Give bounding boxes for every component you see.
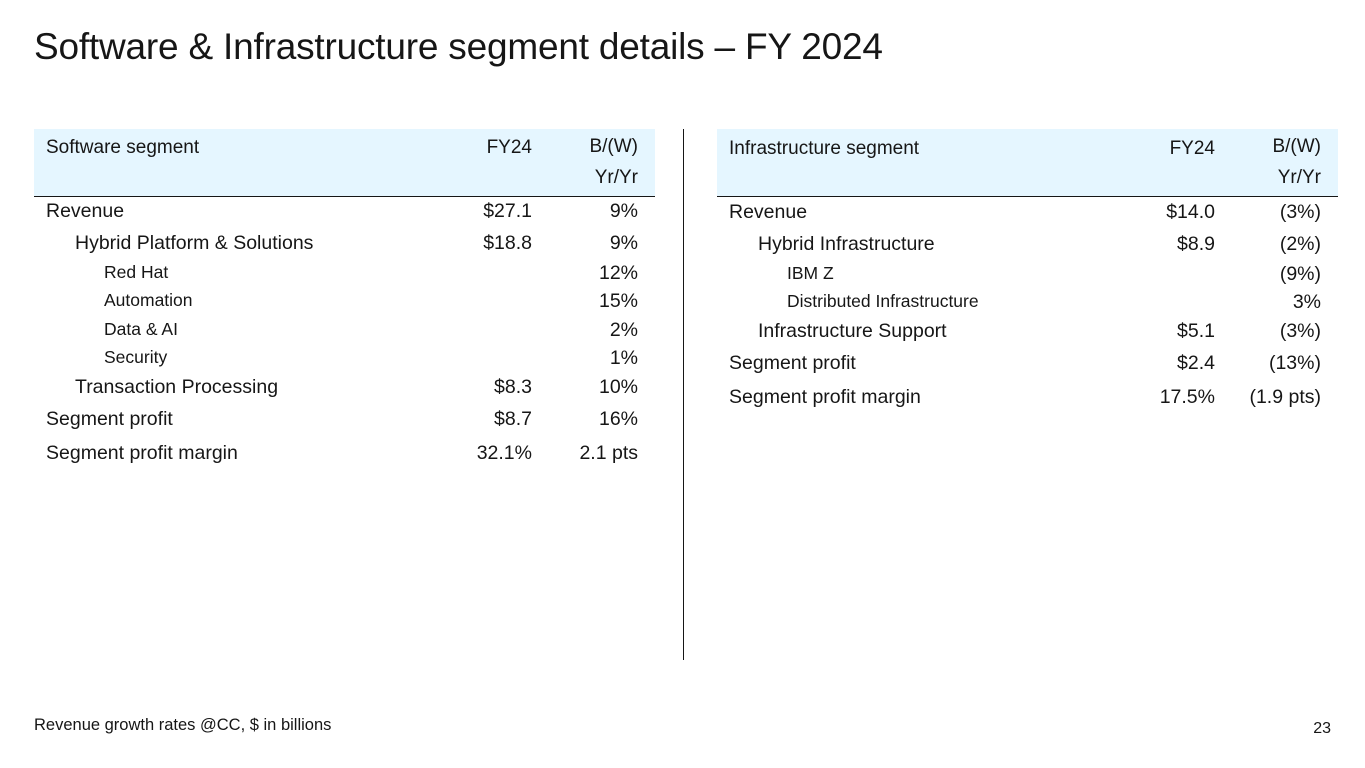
header-yy: B/(W) Yr/Yr [1272, 136, 1321, 188]
row-label: Red Hat [104, 262, 169, 282]
header-yy: B/(W) Yr/Yr [589, 136, 638, 188]
row-fy24: $5.1 [1177, 320, 1215, 342]
row-label: Infrastructure Support [758, 320, 947, 342]
row-yy: 12% [598, 262, 638, 284]
row-fy24: $8.9 [1177, 233, 1215, 255]
page-title: Software & Infrastructure segment detail… [34, 26, 883, 67]
row-yy: 15% [598, 290, 638, 312]
row-label: Revenue [46, 200, 125, 222]
row-fy24: $2.4 [1177, 352, 1215, 374]
row-label: Security [104, 347, 168, 367]
header-label: Software segment [46, 137, 200, 158]
row-label: Segment profit margin [46, 442, 238, 464]
row-fy24: $8.7 [494, 408, 532, 430]
row-label: Segment profit [729, 352, 856, 374]
row-label: IBM Z [787, 263, 834, 283]
footnote: Revenue growth rates @CC, $ in billions [34, 716, 332, 734]
row-yy: 9% [609, 232, 638, 254]
header-fy24: FY24 [486, 137, 532, 158]
row-yy: 2.1 pts [579, 442, 638, 464]
row-yy: 10% [598, 376, 638, 398]
row-label: Hybrid Platform & Solutions [75, 232, 314, 254]
row-yy: (13%) [1268, 352, 1321, 374]
row-label: Data & AI [104, 319, 178, 339]
row-yy: 2% [609, 319, 638, 341]
header-label: Infrastructure segment [729, 138, 920, 159]
row-label: Segment profit margin [729, 386, 921, 408]
row-fy24: $14.0 [1166, 201, 1215, 223]
row-fy24: $8.3 [494, 376, 532, 398]
row-fy24: 17.5% [1159, 386, 1215, 408]
row-yy: 9% [609, 200, 638, 222]
vertical-divider [683, 129, 684, 660]
row-fy24: 32.1% [476, 442, 532, 464]
row-yy: (9%) [1279, 263, 1321, 285]
row-fy24: $27.1 [483, 200, 532, 222]
table-header: Software segment FY24 B/(W) Yr/Yr [34, 129, 655, 197]
row-label: Transaction Processing [75, 376, 279, 398]
row-yy: 1% [609, 347, 638, 369]
row-yy: (1.9 pts) [1249, 386, 1321, 408]
infrastructure-segment-table: Infrastructure segment FY24 B/(W) Yr/Yr R… [717, 129, 1338, 408]
row-label: Segment profit [46, 408, 173, 430]
row-yy: (3%) [1279, 320, 1321, 342]
row-yy: (2%) [1279, 233, 1321, 255]
row-yy: (3%) [1279, 201, 1321, 223]
row-yy: 3% [1292, 291, 1321, 313]
page-number: 23 [1313, 720, 1331, 737]
software-segment-table: Software segment FY24 B/(W) Yr/Yr Revenue… [34, 129, 655, 464]
row-yy: 16% [598, 408, 638, 430]
table-header: Infrastructure segment FY24 B/(W) Yr/Yr [717, 129, 1338, 197]
header-fy24: FY24 [1169, 138, 1215, 159]
row-label: Revenue [729, 201, 808, 223]
row-label: Automation [104, 290, 193, 310]
row-label: Distributed Infrastructure [787, 291, 979, 311]
row-label: Hybrid Infrastructure [758, 233, 935, 255]
row-fy24: $18.8 [483, 232, 532, 254]
